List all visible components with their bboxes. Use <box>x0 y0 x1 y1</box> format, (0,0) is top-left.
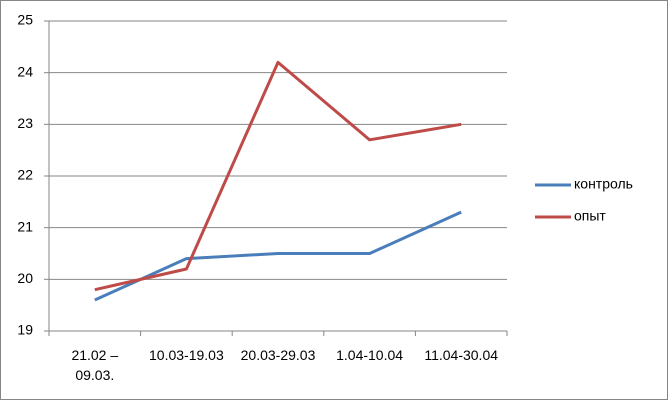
line-series <box>94 60 462 292</box>
x-tick-label: 1.04-10.04 <box>336 347 404 363</box>
y-tick-label: 20 <box>17 270 33 286</box>
line-series <box>94 210 462 302</box>
y-tick-label: 25 <box>17 12 33 28</box>
x-tick-label: 11.04-30.04 <box>424 347 499 363</box>
x-tick-label: 21.02 – 09.03. <box>71 347 119 383</box>
y-tick-label: 23 <box>17 115 33 131</box>
x-tick-label: 10.03-19.03 <box>149 347 224 363</box>
y-tick-label: 19 <box>17 322 33 338</box>
y-tick-label: 22 <box>17 167 33 183</box>
y-tick-label: 24 <box>17 63 33 79</box>
x-tick-label: 20.03-29.03 <box>240 347 316 363</box>
y-tick-label: 21 <box>17 218 33 234</box>
legend-label: опыт <box>574 208 606 224</box>
legend-label: контроль <box>574 176 633 192</box>
